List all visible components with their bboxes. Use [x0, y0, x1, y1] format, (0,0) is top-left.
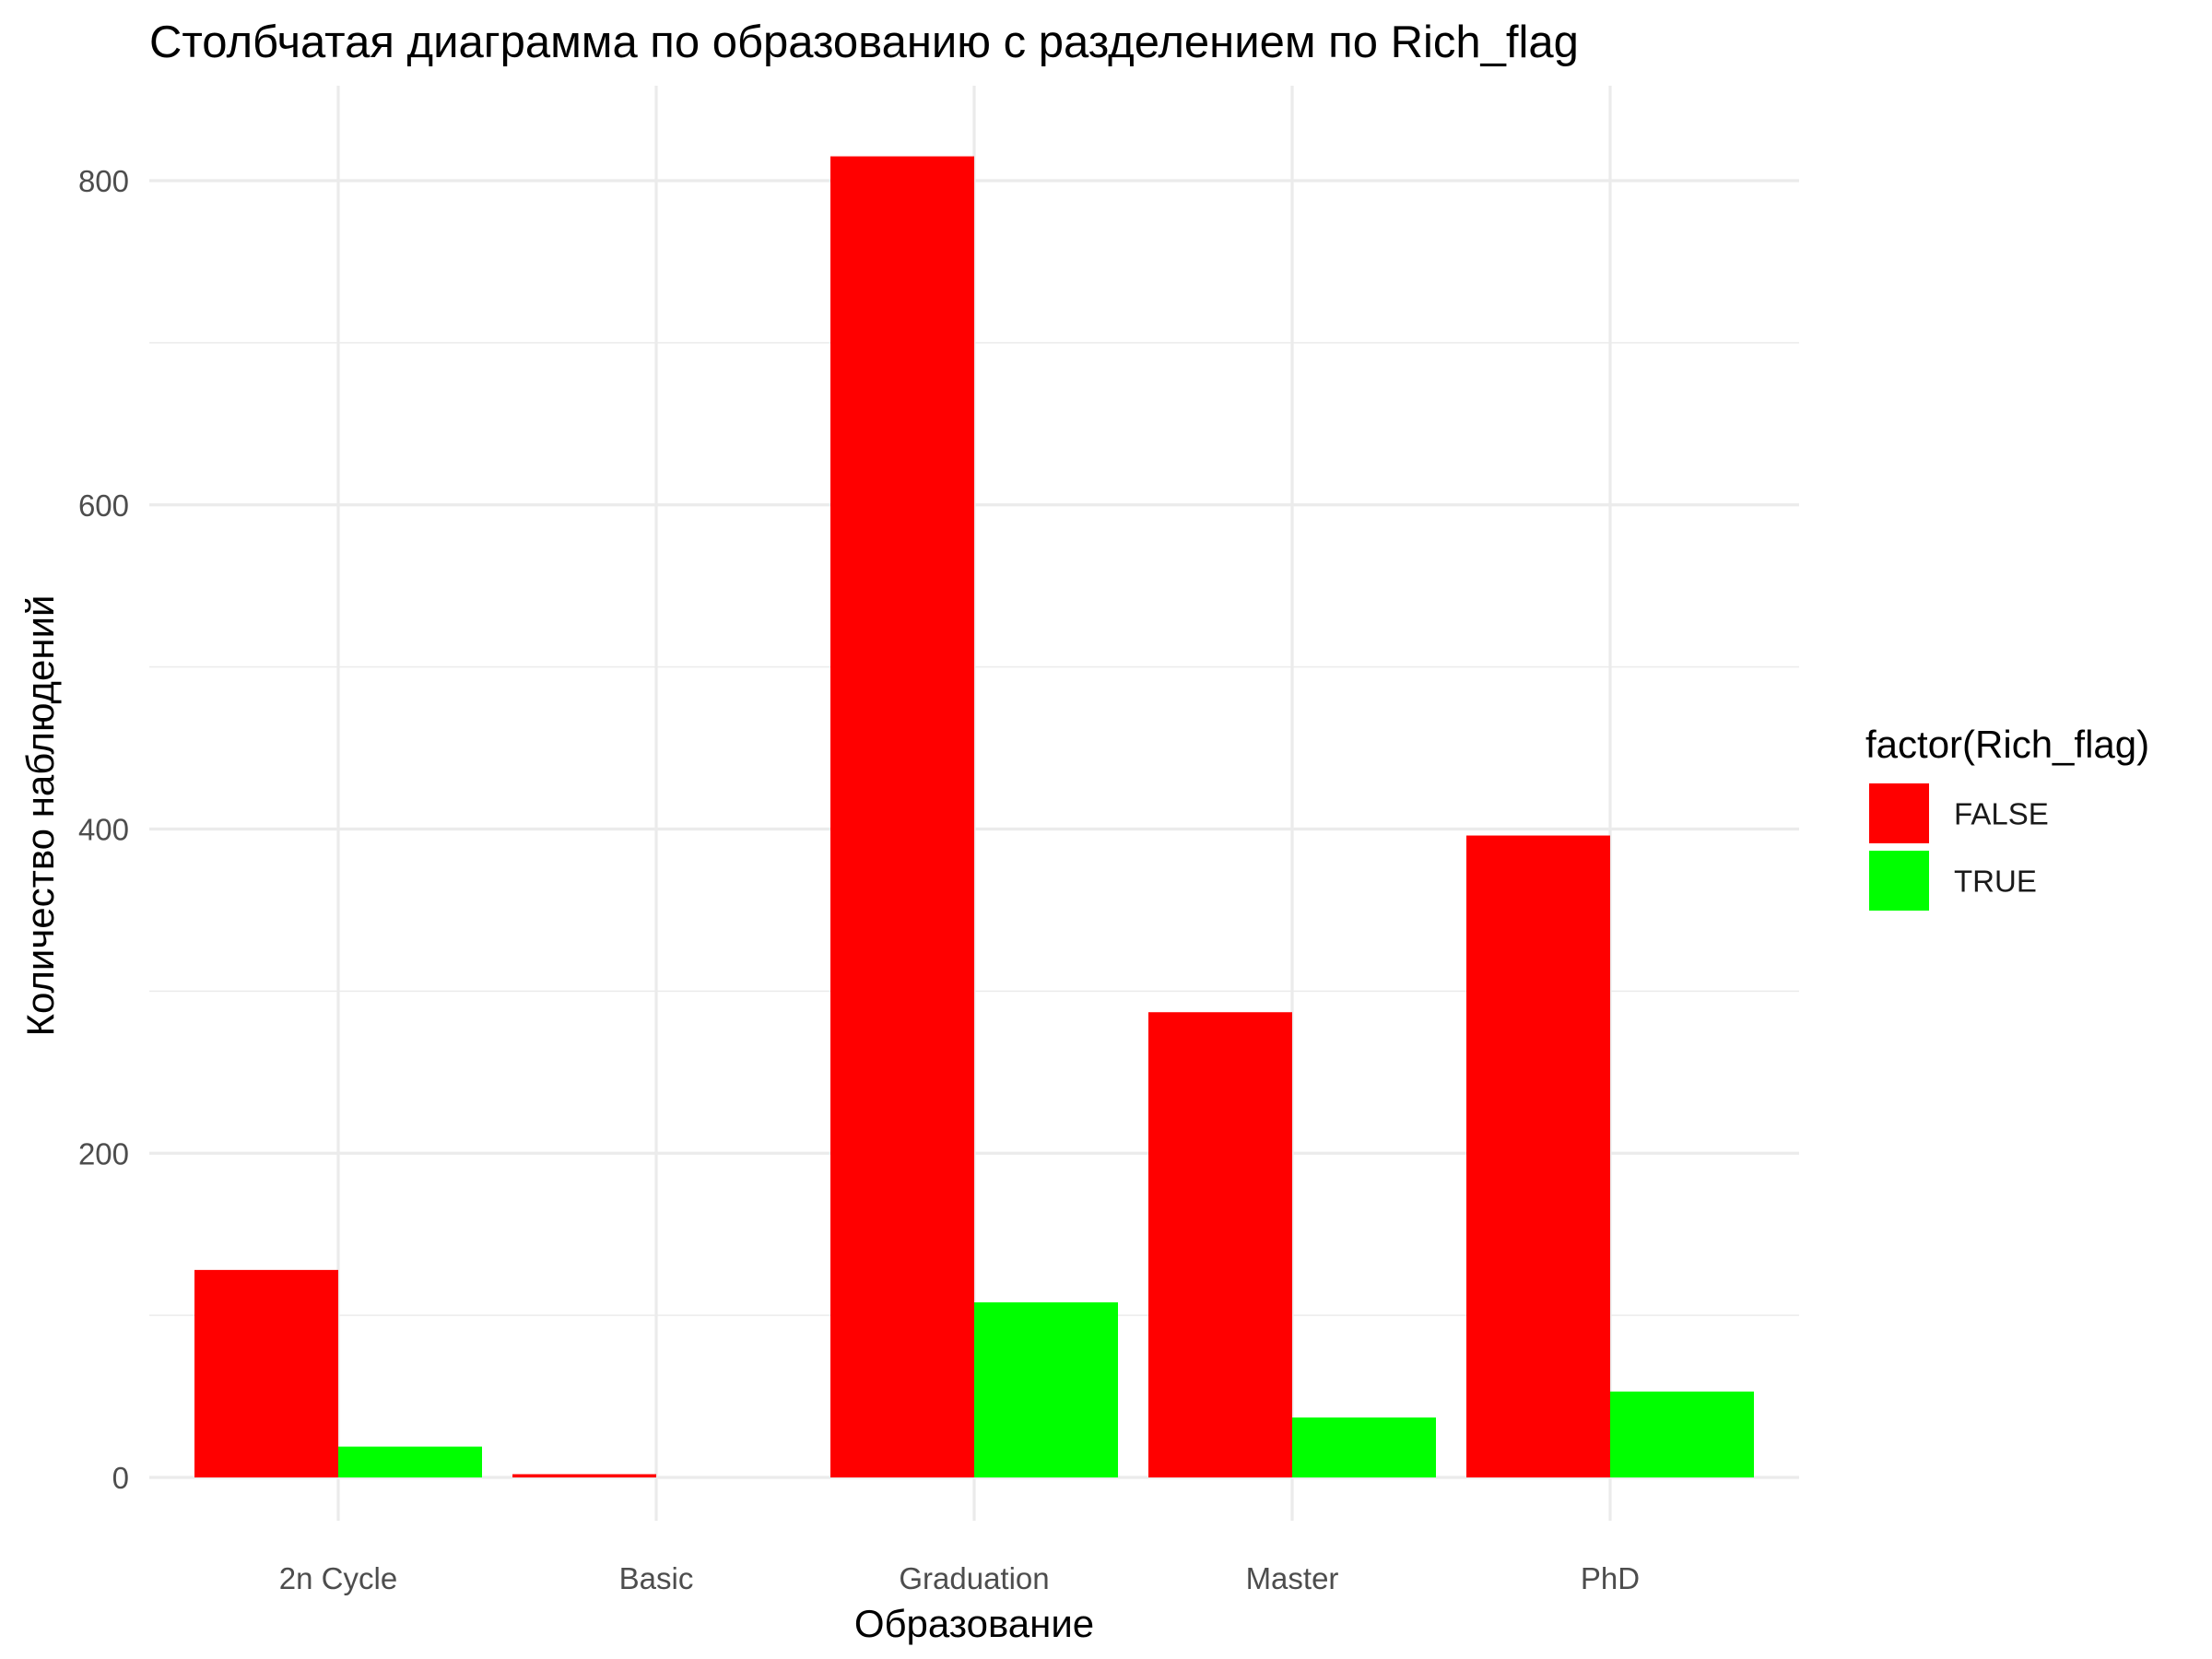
y-tick-label: 400 — [78, 813, 129, 847]
x-tick-label: Basic — [619, 1561, 694, 1595]
y-tick-label: 800 — [78, 164, 129, 198]
bar-true-2n-cycle — [338, 1446, 482, 1477]
y-axis: 0 200 400 600 800 — [78, 164, 129, 1495]
legend-items: FALSE TRUE — [1867, 782, 2049, 912]
x-tick-label: Graduation — [899, 1561, 1049, 1595]
bar-true-master — [1292, 1417, 1436, 1477]
x-tick-label: 2n Cycle — [279, 1561, 397, 1595]
y-tick-label: 200 — [78, 1136, 129, 1171]
legend: factor(Rich_flag) FALSE TRUE — [1865, 723, 2149, 912]
legend-key-true — [1867, 849, 1931, 912]
x-axis: 2n Cycle Basic Graduation Master PhD — [279, 1561, 1640, 1595]
y-axis-title: Количество наблюдений — [18, 594, 62, 1036]
legend-key-false — [1867, 782, 1931, 845]
bar-false-master — [1148, 1012, 1292, 1477]
y-tick-label: 0 — [112, 1461, 129, 1495]
legend-title: factor(Rich_flag) — [1865, 723, 2149, 766]
y-tick-label: 600 — [78, 488, 129, 523]
legend-label-false: FALSE — [1954, 797, 2049, 831]
bar-true-graduation — [974, 1302, 1118, 1477]
bar-false-basic — [512, 1474, 656, 1477]
bar-false-graduation — [830, 156, 974, 1477]
bars — [194, 156, 1754, 1477]
x-axis-title: Образование — [854, 1602, 1094, 1645]
bar-false-phd — [1466, 835, 1610, 1477]
x-tick-label: PhD — [1581, 1561, 1640, 1595]
x-tick-label: Master — [1246, 1561, 1339, 1595]
legend-label-true: TRUE — [1954, 865, 2037, 899]
bar-false-2n-cycle — [194, 1269, 338, 1477]
chart-title: Столбчатая диаграмма по образованию с ра… — [149, 18, 1579, 67]
bar-true-phd — [1610, 1391, 1754, 1477]
